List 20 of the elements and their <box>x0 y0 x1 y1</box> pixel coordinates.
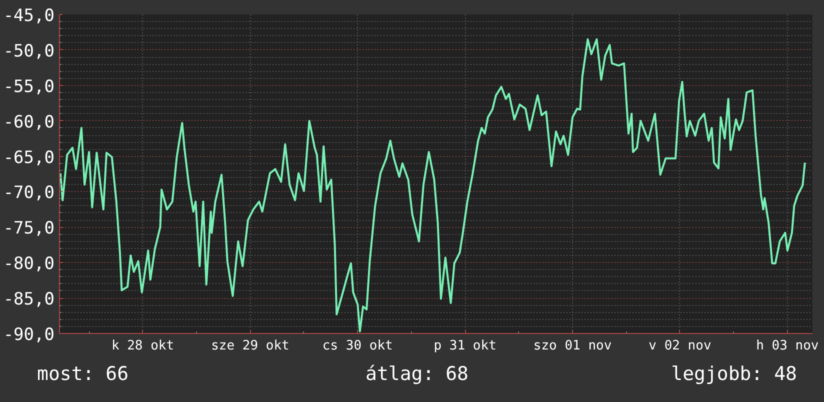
x-tick-label: cs 30 okt <box>322 338 393 354</box>
text: átlag: 68 <box>364 362 470 387</box>
x-tick-label: v 02 nov <box>648 338 712 354</box>
y-tick-label: -90,0 <box>3 325 55 345</box>
x-tick-label: sze 29 okt <box>211 338 290 354</box>
y-tick-label: -50,0 <box>3 41 55 62</box>
y-tick-label: -60,0 <box>3 112 55 132</box>
x-tick-label: k 28 okt <box>111 338 174 354</box>
x-tick-label: szo 01 nov <box>533 338 612 354</box>
y-tick-label: -80,0 <box>3 254 55 274</box>
text: legjobb: 48 <box>670 362 797 387</box>
x-tick-label: h 03 nov <box>756 338 819 354</box>
y-tick-label: -70,0 <box>3 183 55 204</box>
y-tick-label: -45,0 <box>3 6 55 26</box>
x-tick-label: p 31 okt <box>434 338 496 354</box>
y-tick-label: -85,0 <box>3 290 55 310</box>
y-tick-label: -75,0 <box>3 218 55 239</box>
text: most: 66 <box>37 362 130 387</box>
y-tick-label: -65,0 <box>3 148 55 168</box>
y-tick-label: -55,0 <box>3 76 55 97</box>
